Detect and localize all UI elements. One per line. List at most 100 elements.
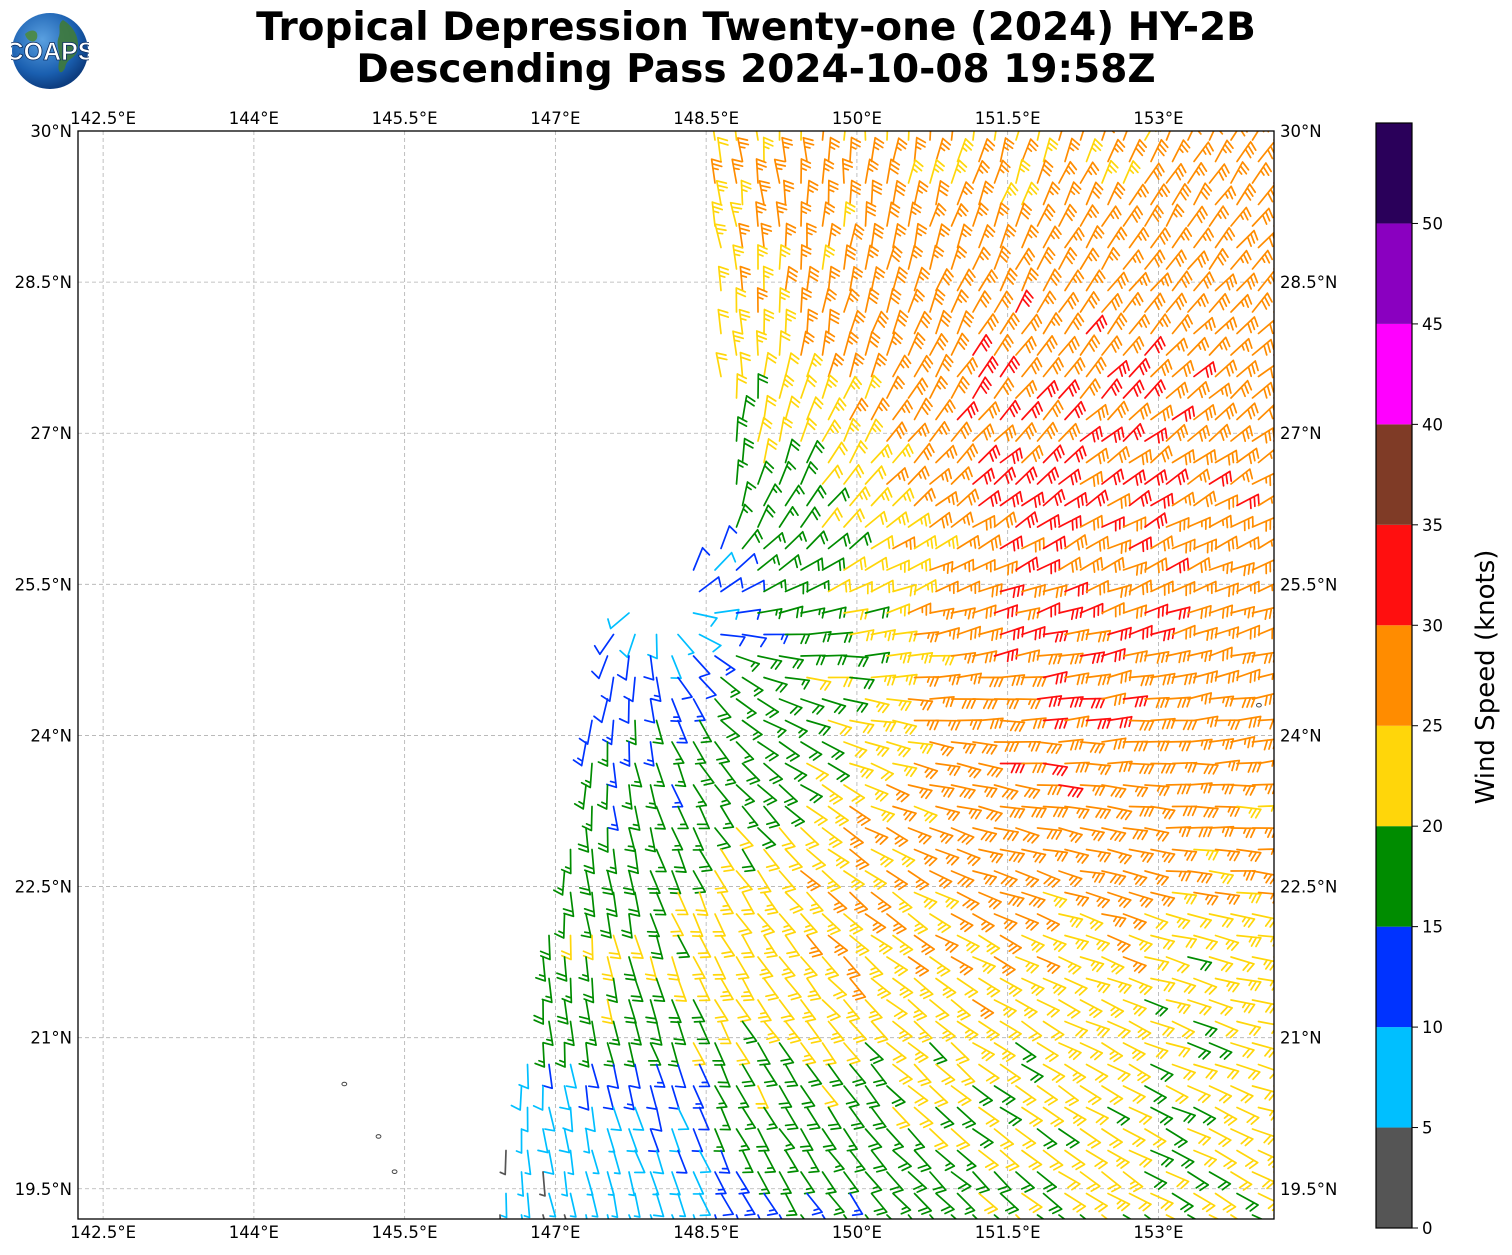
wind-barb	[1101, 556, 1125, 573]
wind-barb	[800, 999, 817, 1023]
wind-barb	[821, 201, 836, 227]
wind-barb	[1236, 140, 1257, 163]
wind-barb	[673, 977, 687, 1002]
wind-barb	[1273, 205, 1274, 227]
wind-barb	[1036, 784, 1063, 796]
wind-barb	[886, 421, 908, 442]
wind-barb	[907, 784, 933, 800]
wind-barb	[870, 1149, 888, 1173]
wind-barb	[1214, 185, 1237, 206]
wind-barb	[800, 374, 817, 399]
wind-barb	[935, 137, 952, 163]
wind-barb	[1015, 870, 1040, 888]
wind-barb	[999, 223, 1017, 249]
wind-barb	[713, 1128, 725, 1153]
wind-barb	[1208, 248, 1229, 270]
logo-text: COAPS	[11, 38, 89, 66]
wind-barb	[1187, 205, 1208, 227]
wind-barb	[864, 1214, 881, 1219]
wind-barb	[1193, 626, 1218, 641]
lat-tick-label-right: 27°N	[1280, 424, 1322, 443]
wind-barb	[732, 330, 744, 356]
wind-barb	[886, 375, 905, 399]
wind-barb	[1165, 1171, 1190, 1190]
lat-tick-label-right: 25.5°N	[1280, 575, 1337, 594]
wind-barb	[1144, 1085, 1167, 1105]
wind-barb	[1042, 399, 1064, 421]
wind-barb	[800, 1042, 817, 1066]
wind-barb	[1064, 761, 1090, 773]
wind-barb	[714, 999, 729, 1023]
wind-barb	[784, 308, 797, 335]
wind-barb	[1107, 539, 1132, 554]
wind-barb	[907, 422, 930, 442]
wind-barb	[907, 1128, 926, 1151]
wind-barb	[1236, 624, 1261, 640]
wind-barb	[907, 558, 932, 572]
wind-barb	[806, 1063, 823, 1087]
wind-barb	[1042, 1020, 1065, 1041]
wind-barb	[929, 1085, 949, 1108]
wind-barb	[1251, 1171, 1274, 1190]
wind-barb	[784, 934, 801, 958]
wind-barb	[972, 870, 998, 886]
wind-barb	[630, 1020, 642, 1046]
wind-barb	[821, 784, 844, 805]
wind-barb	[972, 698, 998, 710]
wind-barb	[1187, 162, 1208, 184]
wind-barb	[1122, 249, 1144, 270]
wind-barb	[619, 633, 636, 659]
wind-barb	[806, 1106, 821, 1131]
wind-barb	[821, 827, 843, 848]
wind-barb	[1208, 205, 1230, 227]
wind-barb	[843, 698, 869, 713]
wind-barb	[1165, 913, 1191, 930]
wind-barb	[827, 397, 847, 421]
wind-barb	[541, 977, 553, 1004]
wind-barb	[535, 956, 547, 982]
wind-barb	[1193, 316, 1216, 335]
wind-barb	[1021, 224, 1039, 249]
wind-barb	[758, 180, 771, 206]
wind-barb	[735, 698, 757, 719]
wind-barb	[935, 934, 959, 953]
wind-barb	[978, 583, 1003, 598]
wind-barb	[760, 222, 773, 249]
wind-barb	[907, 1085, 929, 1107]
wind-barb	[1042, 977, 1067, 996]
wind-barb	[843, 1128, 858, 1152]
wind-barb	[524, 1149, 532, 1176]
wind-barb	[870, 579, 895, 594]
wind-barb	[1058, 335, 1080, 356]
wind-barb	[698, 762, 715, 786]
wind-barb	[784, 1020, 802, 1044]
wind-barb	[1058, 956, 1082, 975]
wind-barb	[1171, 719, 1198, 731]
wind-barb	[1015, 827, 1040, 844]
wind-barb	[715, 352, 728, 378]
wind-barb	[1079, 697, 1106, 709]
wind-barb	[623, 1042, 636, 1068]
wind-barb	[697, 977, 711, 1002]
wind-barb	[806, 934, 823, 958]
wind-barb	[972, 515, 996, 531]
wind-barb	[741, 528, 763, 550]
colorbar-tick-label: 25	[1422, 717, 1443, 736]
wind-barb	[1187, 250, 1209, 270]
wind-barb	[1064, 357, 1086, 378]
wind-barb	[935, 535, 959, 550]
wind-barb	[784, 581, 809, 595]
wind-barb	[1079, 913, 1104, 931]
wind-barb	[1236, 805, 1262, 819]
wind-barb	[763, 531, 786, 550]
wind-barb	[1085, 181, 1104, 206]
wind-barb	[1171, 1063, 1196, 1081]
wind-barb	[907, 870, 930, 891]
wind-barb	[978, 1063, 1000, 1085]
wind-barb	[1208, 999, 1234, 1016]
wind-barb	[1230, 468, 1254, 485]
wind-barb	[1128, 624, 1153, 640]
wind-barb	[1208, 1171, 1232, 1191]
wind-barb	[1128, 848, 1154, 863]
wind-barb	[1273, 250, 1274, 270]
